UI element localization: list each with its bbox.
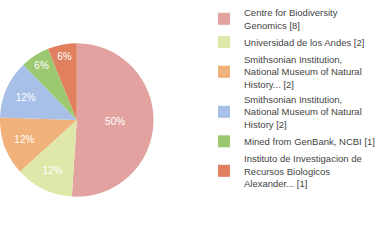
svg-text:Centre for BiodiversityGenomic: Centre for BiodiversityGenomics [8] [244, 7, 338, 30]
svg-text:Smithsonian Institution,Nation: Smithsonian Institution,National Museum … [244, 94, 362, 130]
svg-text:6%: 6% [34, 60, 49, 71]
svg-text:50%: 50% [105, 116, 125, 127]
svg-text:12%: 12% [14, 134, 34, 145]
svg-text:12%: 12% [16, 92, 36, 103]
svg-text:Mined from GenBank, NCBI [1]: Mined from GenBank, NCBI [1] [244, 136, 375, 147]
svg-text:12%: 12% [42, 165, 62, 176]
svg-text:Instituto de Investigacion deR: Instituto de Investigacion deRecursos Bi… [244, 153, 362, 189]
svg-text:6%: 6% [57, 51, 72, 62]
svg-text:Universidad de los Andes [2]: Universidad de los Andes [2] [244, 37, 364, 48]
svg-text:Smithsonian Institution,Nation: Smithsonian Institution,National Museum … [244, 54, 362, 90]
